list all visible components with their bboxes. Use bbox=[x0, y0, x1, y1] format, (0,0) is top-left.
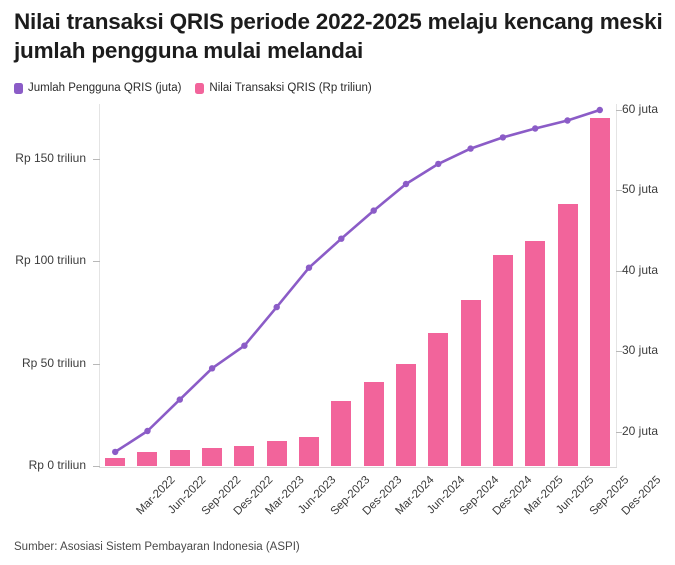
bar[interactable] bbox=[169, 449, 190, 466]
y-axis-left-tick-label: Rp 100 triliun bbox=[15, 253, 86, 268]
bar[interactable] bbox=[525, 240, 546, 466]
y-axis-right-tick-mark bbox=[616, 270, 622, 272]
bar[interactable] bbox=[428, 333, 449, 466]
bar[interactable] bbox=[557, 204, 578, 466]
bar[interactable] bbox=[363, 382, 384, 466]
y-axis-right-tick-mark bbox=[616, 110, 622, 111]
legend-label-transactions: Nilai Transaksi QRIS (Rp triliun) bbox=[209, 82, 372, 94]
y-axis-right-line bbox=[616, 104, 617, 467]
legend-label-users: Jumlah Pengguna QRIS (juta) bbox=[28, 82, 182, 94]
y-axis-left-tick-label: Rp 50 triliun bbox=[21, 355, 86, 370]
chart-title: Nilai transaksi QRIS periode 2022-2025 m… bbox=[14, 9, 663, 63]
chart-legend: Jumlah Pengguna QRIS (juta) Nilai Transa… bbox=[14, 82, 372, 94]
y-axis-left-tick-label: Rp 0 triliun bbox=[28, 458, 86, 472]
y-axis-right-tick-label: 40 juta bbox=[622, 262, 659, 277]
bar[interactable] bbox=[266, 441, 287, 466]
y-axis-right-tick-mark bbox=[616, 431, 622, 433]
bar[interactable] bbox=[395, 363, 416, 466]
bar[interactable] bbox=[492, 255, 513, 466]
bar[interactable] bbox=[299, 437, 320, 466]
legend-item-transactions[interactable]: Nilai Transaksi QRIS (Rp triliun) bbox=[195, 82, 372, 94]
y-axis-left-tick-mark bbox=[93, 159, 100, 161]
legend-swatch-pink-icon bbox=[195, 82, 205, 94]
legend-swatch-purple-icon bbox=[14, 82, 23, 94]
y-axis-left-line bbox=[99, 104, 100, 467]
bar[interactable] bbox=[105, 457, 126, 466]
y-axis-left-tick-mark bbox=[93, 261, 100, 263]
bar[interactable] bbox=[234, 445, 255, 466]
bar[interactable] bbox=[202, 447, 223, 466]
bar[interactable] bbox=[589, 118, 610, 466]
chart-source: Sumber: Asosiasi Sistem Pembayaran Indon… bbox=[14, 541, 300, 553]
bar[interactable] bbox=[460, 300, 481, 466]
y-axis-right-tick-mark bbox=[616, 351, 622, 353]
y-axis-right-tick-label: 20 juta bbox=[622, 423, 659, 438]
y-axis-left-tick-label: Rp 150 triliun bbox=[15, 151, 86, 166]
bar[interactable] bbox=[137, 451, 158, 466]
y-axis-right-tick-label: 60 juta bbox=[622, 102, 659, 116]
y-axis-right-tick-mark bbox=[616, 190, 622, 192]
legend-item-users[interactable]: Jumlah Pengguna QRIS (juta) bbox=[14, 82, 181, 94]
y-axis-right-tick-label: 50 juta bbox=[622, 182, 659, 197]
y-axis-right-tick-label: 30 juta bbox=[622, 343, 659, 358]
y-axis-left-tick-mark bbox=[93, 466, 100, 467]
y-axis-left-tick-mark bbox=[93, 363, 100, 365]
x-axis-line bbox=[99, 467, 617, 468]
bar[interactable] bbox=[331, 400, 352, 466]
